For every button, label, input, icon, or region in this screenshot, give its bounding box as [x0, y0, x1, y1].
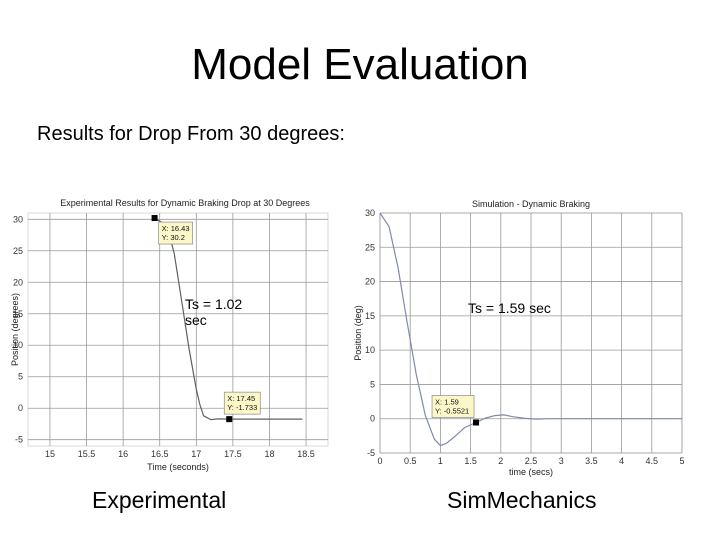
- y-tick-label: -5: [15, 435, 23, 445]
- y-tick-label: 15: [13, 309, 23, 319]
- x-tick-label: 0.5: [404, 456, 417, 466]
- datatip-marker: [473, 419, 480, 426]
- caption-simmechanics: SimMechanics: [447, 487, 597, 513]
- datatip-box: [431, 395, 475, 418]
- x-tick-label: 15.5: [78, 449, 96, 459]
- y-tick-label: 25: [365, 242, 375, 252]
- datatip-box: [223, 391, 261, 415]
- datatip-y-label: Y: 30.2: [162, 233, 185, 242]
- y-tick-label: 5: [18, 372, 23, 382]
- x-tick-label: 4.5: [646, 456, 659, 466]
- plot-area: [27, 212, 329, 447]
- y-tick-label: 30: [13, 214, 23, 224]
- y-tick-label: 0: [370, 414, 375, 424]
- x-axis-label: time (secs): [509, 467, 553, 477]
- datatip-y-label: Y: -1.733: [227, 403, 257, 412]
- x-tick-label: 18: [264, 449, 274, 459]
- y-tick-label: 10: [13, 340, 23, 350]
- x-tick-label: 16.5: [151, 449, 169, 459]
- x-tick-label: 4: [619, 456, 624, 466]
- settling-time-annotation: Ts = 1.02: [185, 296, 242, 312]
- chart-title: Simulation - Dynamic Braking: [472, 199, 590, 209]
- x-tick-label: 17.5: [224, 449, 242, 459]
- datatip-marker: [151, 215, 158, 222]
- datatip-marker: [226, 416, 233, 423]
- x-tick-label: 16: [118, 449, 128, 459]
- y-tick-label: 20: [13, 277, 23, 287]
- slide-title: Model Evaluation: [191, 40, 529, 89]
- y-axis-label: Position (deg): [353, 305, 363, 361]
- x-tick-label: 1: [438, 456, 443, 466]
- caption-experimental: Experimental: [92, 487, 227, 513]
- y-tick-label: 5: [370, 379, 375, 389]
- datatip-box: [158, 221, 193, 245]
- x-tick-label: 1.5: [464, 456, 477, 466]
- datatip-x-label: X: 1.59: [435, 398, 459, 407]
- chart-title: Experimental Results for Dynamic Braking…: [60, 198, 310, 208]
- datatip-x-label: X: 17.45: [227, 394, 255, 403]
- y-axis-label: Position (degrees): [10, 293, 20, 366]
- datatip-x-label: X: 16.43: [162, 224, 190, 233]
- x-axis-label: Time (seconds): [147, 462, 209, 472]
- y-tick-label: 10: [365, 345, 375, 355]
- x-tick-label: 5: [679, 456, 684, 466]
- x-tick-label: 3: [559, 456, 564, 466]
- datatip-y-label: Y: -0.5521: [435, 407, 469, 416]
- chart-experimental: -5 0 5 10 15 20 25 30 15 15.5 16 16.5 17 17.5 18 18.5 Ex…: [0, 190, 345, 475]
- y-tick-label: 30: [365, 208, 375, 218]
- x-tick-label: 2.5: [525, 456, 538, 466]
- settling-time-annotation-unit: sec: [185, 312, 207, 328]
- y-tick-label: -5: [367, 448, 375, 458]
- slide-subtitle: Results for Drop From 30 degrees:: [37, 123, 345, 145]
- series-line: [154, 217, 303, 421]
- x-tick-label: 17: [191, 449, 201, 459]
- x-tick-label: 0: [377, 456, 382, 466]
- series-line: [379, 212, 682, 447]
- x-tick-label: 2: [498, 456, 503, 466]
- x-tick-label: 3.5: [585, 456, 598, 466]
- y-tick-label: 25: [13, 246, 23, 256]
- y-tick-label: 20: [365, 277, 375, 287]
- settling-time-annotation: Ts = 1.59 sec: [468, 300, 551, 316]
- x-tick-label: 18.5: [297, 449, 315, 459]
- y-tick-label: 15: [365, 311, 375, 321]
- y-tick-label: 0: [18, 403, 23, 413]
- x-tick-label: 15: [45, 449, 55, 459]
